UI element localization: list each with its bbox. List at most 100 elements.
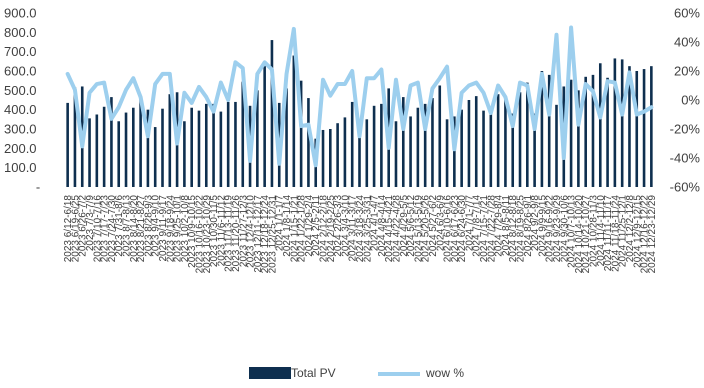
x-tick-label: 2023 10/30-11/5 [209,195,220,268]
x-tick-label: 2024 3/4-3/10 [340,195,351,257]
bar-total-pv [153,127,157,187]
x-tick-label: 2023 6/12-6/18 [63,195,74,263]
bar-total-pv [394,121,398,187]
bar-total-pv [584,76,587,187]
bar-total-pv [635,71,639,187]
x-tick-label: 2023 9/4-9/10 [151,195,162,257]
x-tick-label: 2024 1/15-1/21 [289,195,300,263]
x-tick-label: 2023 6/19-6/25 [70,195,81,263]
x-tick-label: 2024 8/5-8/11 [501,195,512,256]
x-tick-label: 2023 9/25-10/1 [173,195,184,263]
x-tick-label: 2024 6/10-6/16 [443,195,454,263]
bar-total-pv [226,101,230,187]
x-tick-label: 2024 6/3-6/9 [435,195,446,252]
x-tick-label: 2024 3/18-3/24 [355,195,366,263]
y-right-tick-label: 20% [674,64,700,79]
bar-total-pv [66,102,69,187]
bar-total-pv [168,94,172,187]
x-tick-label: 2023 12/4-12/10 [246,195,257,268]
bar-total-pv [438,85,442,187]
bar-total-pv [496,94,500,187]
bar-total-pv [336,123,339,187]
x-tick-label: 2024 9/16-9/22 [545,195,556,263]
x-tick-label: 2024 6/17-6/23 [450,195,461,263]
x-tick-label: 2024 6/24-6/30 [457,195,468,263]
bar-total-pv [95,114,99,187]
x-tick-label: 2024 7/8-7/14 [472,195,483,257]
bar-total-pv [292,55,296,187]
x-tick-label: 2024 2/12-2/18 [319,195,330,263]
x-tick-label: 2024 9/9-9/15 [537,195,548,257]
bar-total-pv [482,110,485,187]
x-tick-label: 2024 1/8-1/14 [282,195,293,257]
bar-total-pv [642,69,646,187]
bar-total-pv [540,71,544,187]
bar-total-pv [219,111,223,187]
bar-total-pv [270,40,274,187]
x-tick-label: 2023 10/2-10/8 [180,195,191,263]
x-tick-label: 2024 9/2-9/8 [530,195,541,252]
x-tick-label: 2023 11/6-11/12 [216,195,227,267]
x-tick-label: 2024 5/13-5/19 [413,195,424,263]
x-tick-label: 2024 8/12-8/18 [508,195,519,263]
y-left-tick-label: 100.0 [4,160,37,175]
x-tick-label: 2024 12/16-12/22 [640,195,651,274]
bar-total-pv [628,66,631,187]
bar-total-pv [489,107,493,187]
y-right-tick-label: -40% [670,151,701,166]
y-left-tick-label: 500.0 [4,83,37,98]
x-tick-label: 2024 5/6-5/12 [406,195,417,257]
x-tick-label: 2023 12/18-12/24 [260,195,271,274]
bar-total-pv [401,97,405,187]
bar-total-pv [460,109,463,187]
bar-total-pv [606,77,609,187]
y-left-tick-label: 900.0 [4,6,37,21]
x-tick-label: 2023 12/25-12/31 [267,195,278,274]
wow-line [65,25,654,168]
x-tick-label: 2023 8/28-9/3 [143,195,154,257]
x-tick-label: 2024 3/11-3/17 [348,195,359,262]
x-tick-label: 2024 4/29-5/5 [399,195,410,257]
x-tick-label: 2024 10/21-10/27 [581,195,592,274]
y-right-tick-label: 40% [674,35,700,50]
bar-total-pv [73,87,77,187]
x-tick-label: 2024 3/25-3/31 [362,195,373,263]
bar-total-pv [504,96,507,187]
bar-total-pv [372,105,376,187]
bar-total-pv [358,125,361,187]
x-tick-label: 2023 10/9-10/15 [187,195,198,268]
x-tick-label: 2024 1/22-1/28 [297,195,308,263]
bar-total-pv [350,101,354,187]
bar-total-pv [197,110,201,187]
bar-total-pv [307,98,310,187]
x-tick-label: 2023 8/14-8/20 [129,195,140,263]
x-tick-label: 2024 2/5-2/11 [311,195,322,256]
bar-total-pv [380,103,383,187]
bar-total-pv [190,107,193,187]
bar-total-pv [547,74,551,187]
x-tick-label: 2023 9/18-9/24 [165,195,176,263]
x-tick-label: 2024 4/22-4/28 [391,195,402,263]
x-tick-label: 2023 12/11-12/17 [253,195,264,273]
bar-total-pv [445,119,449,187]
x-tick-label: 2024 7/22-7/28 [486,195,497,263]
x-tick-label: 2024 8/19-8/25 [516,195,527,263]
bar-total-pv [299,80,303,187]
bar-total-pv [569,79,573,187]
x-tick-label: 2023 9/11-9/17 [158,195,169,262]
x-tick-label: 2024 7/29-8/4 [494,195,505,257]
x-tick-label: 2023 10/23-10/29 [202,195,213,274]
x-tick-label: 2023 7/24-7/30 [107,195,118,263]
y-right-tick-label: 60% [674,6,700,21]
y-right-tick-label: -20% [670,122,701,137]
x-tick-label: 2024 4/15-4/21 [384,195,395,263]
y-left-tick-label: 700.0 [4,44,37,59]
bar-total-pv [474,96,478,187]
y-left-tick-label: 600.0 [4,64,37,79]
bar-total-pv [321,129,325,187]
x-tick-label: 2024 2/19-2/25 [326,195,337,263]
bar-total-pv [212,103,215,187]
x-tick-label: 2024 10/7-10/13 [567,195,578,268]
bar-total-pv [467,100,471,187]
